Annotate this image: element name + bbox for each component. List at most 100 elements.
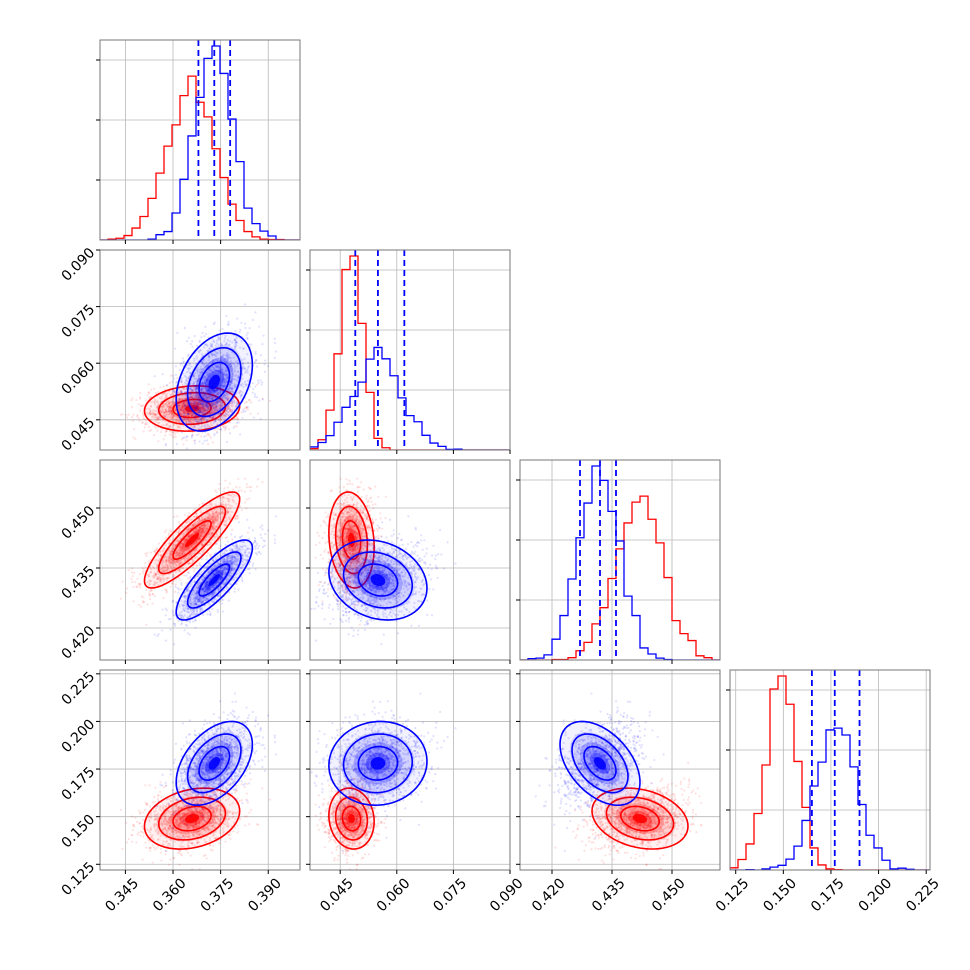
scatter-point	[199, 402, 203, 405]
scatter-point	[220, 343, 224, 346]
scatter-point	[191, 434, 194, 437]
scatter-point	[209, 417, 213, 420]
scatter-point	[191, 345, 194, 348]
scatter-point	[204, 409, 207, 412]
scatter-point	[262, 334, 265, 337]
scatter-point	[144, 423, 147, 426]
scatter-point	[162, 423, 165, 427]
scatter-point	[157, 403, 160, 406]
scatter-point	[226, 392, 229, 395]
scatter-point	[159, 430, 162, 434]
scatter-point	[140, 404, 143, 408]
scatter-point	[196, 402, 199, 405]
scatter-point	[180, 362, 183, 365]
scatter-point	[181, 405, 184, 409]
scatter-point	[155, 406, 159, 409]
scatter-point	[215, 404, 218, 408]
scatter-point	[171, 415, 175, 418]
scatter-point	[226, 377, 229, 380]
scatter-point	[142, 415, 145, 418]
scatter-point	[195, 392, 198, 396]
scatter-point	[231, 400, 234, 403]
scatter-point	[130, 406, 134, 409]
scatter-point	[156, 418, 159, 421]
scatter-point	[183, 400, 186, 404]
scatter-point	[192, 476, 194, 478]
scatter-point	[176, 426, 179, 429]
scatter-point	[202, 359, 205, 362]
scatter-point	[255, 396, 259, 399]
tick-marks	[96, 59, 269, 244]
scatter-point	[198, 410, 202, 414]
scatter-point	[261, 545, 265, 549]
scatter-point	[170, 418, 173, 421]
scatter-point	[168, 381, 172, 384]
scatter-point	[214, 344, 217, 347]
scatter-point	[189, 424, 193, 427]
scatter-point	[172, 424, 175, 427]
scatter-point	[227, 353, 230, 356]
scatter-point	[227, 323, 230, 326]
scatter-point	[188, 396, 191, 400]
scatter-point	[157, 421, 161, 425]
scatter-point	[189, 342, 192, 346]
scatter-point	[214, 405, 218, 408]
contour-series-0-level-1	[157, 391, 227, 426]
scatter-point	[210, 411, 213, 414]
scatter-point	[193, 384, 197, 388]
scatter-point	[211, 401, 214, 404]
scatter-point	[203, 409, 207, 412]
scatter-point	[202, 409, 205, 412]
scatter-point	[235, 336, 238, 340]
scatter-point	[248, 497, 251, 500]
scatter-point	[210, 410, 213, 414]
scatter-point	[203, 412, 206, 415]
scatter-point	[153, 387, 156, 390]
scatter-point	[251, 318, 254, 322]
scatter-point	[214, 354, 217, 357]
scatter-point	[186, 435, 189, 438]
scatter-point	[186, 418, 190, 421]
scatter-point	[193, 400, 196, 403]
scatter-point	[227, 320, 230, 324]
scatter-point	[190, 414, 194, 417]
scatter-point	[152, 413, 155, 416]
scatter-point	[219, 371, 222, 375]
scatter-point	[157, 633, 160, 636]
scatter-point	[177, 425, 180, 428]
scatter-point	[185, 414, 188, 417]
scatter-point	[226, 407, 229, 410]
scatter-point	[211, 404, 214, 407]
scatter-point	[168, 401, 172, 404]
scatter-point	[139, 396, 142, 399]
scatter-point	[180, 408, 183, 411]
scatter-point	[209, 422, 212, 425]
scatter-point	[166, 405, 169, 408]
scatter-point	[254, 350, 257, 353]
scatter-point	[192, 413, 195, 416]
scatter-point	[175, 381, 178, 384]
scatter-point	[127, 569, 130, 572]
scatter-point	[220, 418, 223, 421]
scatter-point	[219, 418, 222, 421]
scatter-point	[148, 396, 151, 400]
scatter-point	[161, 608, 164, 611]
scatter-point	[240, 489, 243, 492]
scatter-point	[171, 576, 175, 579]
scatter-point	[192, 386, 196, 389]
scatter-point	[235, 392, 238, 395]
scatter-point	[169, 410, 173, 413]
scatter-point	[214, 406, 218, 409]
scatter-point	[205, 558, 208, 561]
scatter-point	[218, 400, 222, 404]
scatter-point	[207, 350, 210, 353]
scatter-point	[167, 408, 170, 411]
scatter-point	[178, 421, 182, 424]
scatter-point	[174, 347, 177, 350]
scatter-point	[236, 376, 239, 379]
scatter-point	[187, 421, 190, 424]
scatter-point	[189, 401, 192, 404]
scatter-point	[182, 405, 185, 408]
scatter-point	[207, 369, 211, 372]
scatter-point	[189, 390, 192, 393]
